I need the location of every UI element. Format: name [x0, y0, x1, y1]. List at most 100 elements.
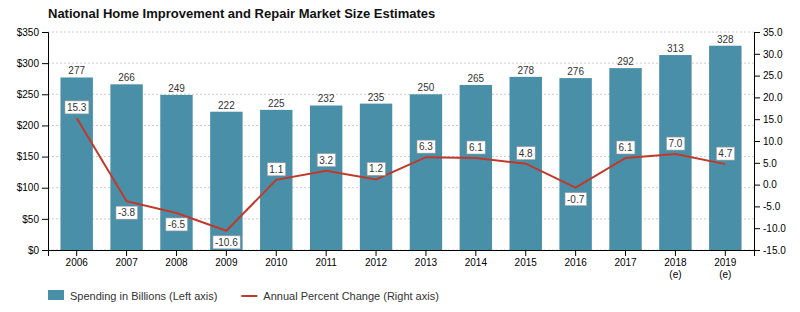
grid-line [48, 218, 754, 219]
tick-mark [754, 163, 760, 164]
tick-mark [754, 54, 760, 55]
tick: $50 [22, 214, 48, 225]
axis-line [49, 251, 755, 257]
line [77, 118, 726, 231]
data-label: 278 [517, 65, 534, 76]
data-label-group: 3.2 [317, 154, 335, 167]
tick-label: 2018(e) [664, 257, 687, 280]
label-box [367, 162, 385, 175]
bar [310, 105, 342, 250]
tick-mark [725, 250, 726, 256]
tick: 2009 [215, 250, 238, 268]
tick: 2007 [115, 250, 138, 268]
tick-label: 2006 [66, 257, 89, 268]
tick: 5.0 [754, 158, 777, 169]
legend: Spending in Billions (Left axis)Annual P… [48, 290, 439, 302]
tick-label: 10.0 [763, 136, 783, 147]
data-label-group: -0.7 [565, 193, 587, 206]
axis-line [755, 33, 761, 251]
y-axis: $0 $50 $100 $150 $200 $250 $300 $350 [17, 27, 49, 256]
tick: $300 [17, 58, 48, 69]
data-label: -10.6 [215, 237, 238, 248]
tick: 30.0 [754, 49, 783, 60]
tick: 2014 [465, 250, 488, 268]
tick: $0 [28, 245, 48, 256]
tick-label: 2016 [565, 257, 588, 268]
tick: $350 [17, 27, 48, 38]
tick-mark [754, 119, 760, 120]
data-label-group: -3.8 [116, 206, 138, 219]
label-box [166, 218, 188, 231]
tick-mark [42, 188, 48, 189]
axis-line [42, 33, 49, 251]
bar [110, 84, 142, 250]
data-label: 313 [667, 43, 684, 54]
tick-label: $150 [17, 151, 40, 162]
tick-mark [754, 97, 760, 98]
data-label: -3.8 [118, 207, 136, 218]
tick-label: -5.0 [763, 201, 781, 212]
tick: 2011 [315, 250, 337, 268]
label-box [467, 141, 485, 154]
tick-label: $100 [17, 182, 40, 193]
tick-label: 0.0 [763, 179, 777, 190]
grid [48, 32, 754, 250]
data-label: 1.2 [369, 163, 383, 174]
x-axis: 2006200720082009201020112012201320142015… [49, 250, 755, 280]
tick-label: $300 [17, 58, 40, 69]
label-box [417, 140, 435, 153]
tick: 0.0 [754, 179, 777, 190]
label-box [666, 137, 684, 150]
bar [460, 85, 492, 250]
data-label: 250 [418, 82, 435, 93]
tick: 2016 [565, 250, 588, 268]
tick-label: $350 [17, 27, 40, 38]
tick: $250 [17, 89, 48, 100]
marks [60, 46, 741, 250]
data-label: 1.1 [269, 164, 283, 175]
bar [410, 94, 442, 250]
title: National Home Improvement and Repair Mar… [48, 6, 435, 21]
tick: -10.0 [754, 223, 786, 234]
grid-line [48, 187, 754, 188]
tick: 2010 [265, 250, 288, 268]
tick: $200 [17, 120, 48, 131]
tick-mark [326, 250, 327, 256]
data-label-group: -6.5 [166, 218, 188, 231]
tick-mark [42, 32, 48, 33]
legend-label: Spending in Billions (Left axis) [70, 290, 217, 302]
label-box [213, 236, 240, 249]
tick-mark [176, 250, 177, 256]
tick-mark [525, 250, 526, 256]
tick-label: 2009 [215, 257, 238, 268]
tick-mark [754, 141, 760, 142]
tick: 15.0 [754, 114, 783, 125]
data-labels: 2772662492222252322352502652782762923133… [65, 34, 735, 249]
tick-mark [625, 250, 626, 256]
tick: -15.0 [754, 245, 786, 256]
bar [659, 55, 691, 250]
data-label: 4.8 [519, 148, 533, 159]
data-label: 6.1 [469, 142, 483, 153]
data-label: 3.2 [319, 155, 333, 166]
tick-mark [42, 250, 48, 251]
bar [709, 46, 741, 250]
tick-label: 30.0 [763, 49, 783, 60]
data-label: 232 [318, 93, 335, 104]
data-label-group: 1.2 [367, 162, 385, 175]
data-label: 6.3 [419, 141, 433, 152]
data-label-group: 6.3 [417, 140, 435, 153]
grid-line [48, 94, 754, 95]
tick-label: 2017 [614, 257, 637, 268]
tick-mark [475, 250, 476, 256]
plot: 2772662492222252322352502652782762923133… [17, 27, 786, 280]
label-box [267, 163, 285, 176]
tick-mark [754, 76, 760, 77]
tick-label: -10.0 [763, 223, 786, 234]
data-label-group: 6.1 [467, 141, 485, 154]
tick: 2008 [165, 250, 188, 268]
tick: 20.0 [754, 92, 783, 103]
tick-label: 2015 [515, 257, 538, 268]
tick: $100 [17, 182, 48, 193]
label-box [617, 141, 635, 154]
